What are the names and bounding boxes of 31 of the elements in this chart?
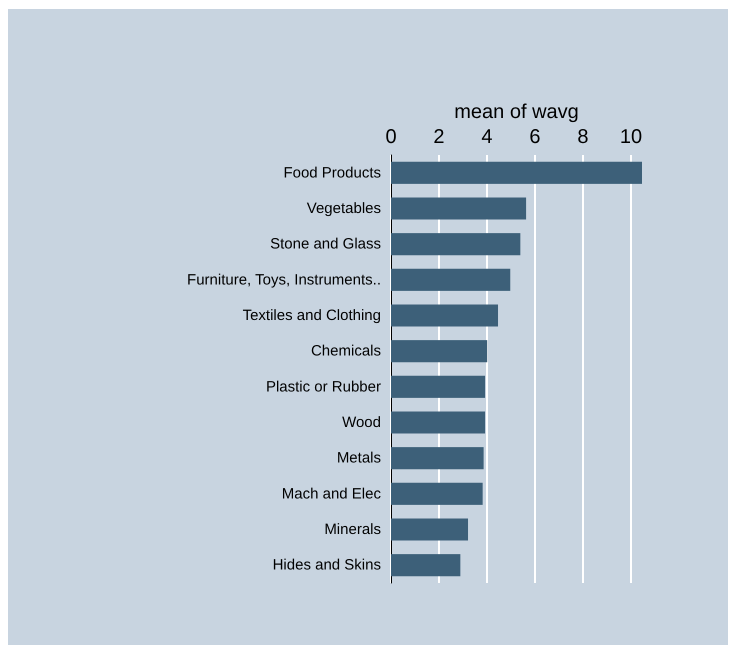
bar <box>391 518 468 541</box>
x-tick-label: 8 <box>577 126 589 148</box>
y-tick-label: Mach and Elec <box>282 485 382 502</box>
bar <box>391 197 526 220</box>
x-tick-label: 4 <box>481 126 493 148</box>
bar <box>391 340 488 362</box>
y-tick-label: Plastic or Rubber <box>266 378 381 396</box>
bar <box>391 482 483 505</box>
bar <box>391 233 520 256</box>
y-tick-label: Food Products <box>283 164 381 182</box>
y-tick-label: Metals <box>336 450 381 467</box>
bar <box>391 447 484 470</box>
y-tick-label: Furniture, Toys, Instruments.. <box>187 271 381 288</box>
bar <box>391 268 510 291</box>
x-tick-label: 10 <box>620 126 642 148</box>
y-tick-label: Vegetables <box>306 200 381 217</box>
bar <box>391 554 460 576</box>
bar <box>391 411 486 434</box>
x-axis-title: mean of wavg <box>454 101 579 124</box>
bar <box>391 162 642 184</box>
y-tick-label: Hides and Skins <box>272 556 381 574</box>
bar <box>391 304 498 327</box>
x-tick-label: 6 <box>529 126 541 148</box>
y-tick-label: Wood <box>342 414 381 431</box>
y-tick-label: Textiles and Clothing <box>242 307 381 324</box>
y-tick-label: Chemicals <box>310 342 381 360</box>
y-tick-label: Stone and Glass <box>270 236 381 253</box>
bar <box>391 376 486 398</box>
x-tick-label: 0 <box>385 126 397 148</box>
x-tick-label: 2 <box>433 126 445 148</box>
y-tick-label: Minerals <box>324 521 381 538</box>
